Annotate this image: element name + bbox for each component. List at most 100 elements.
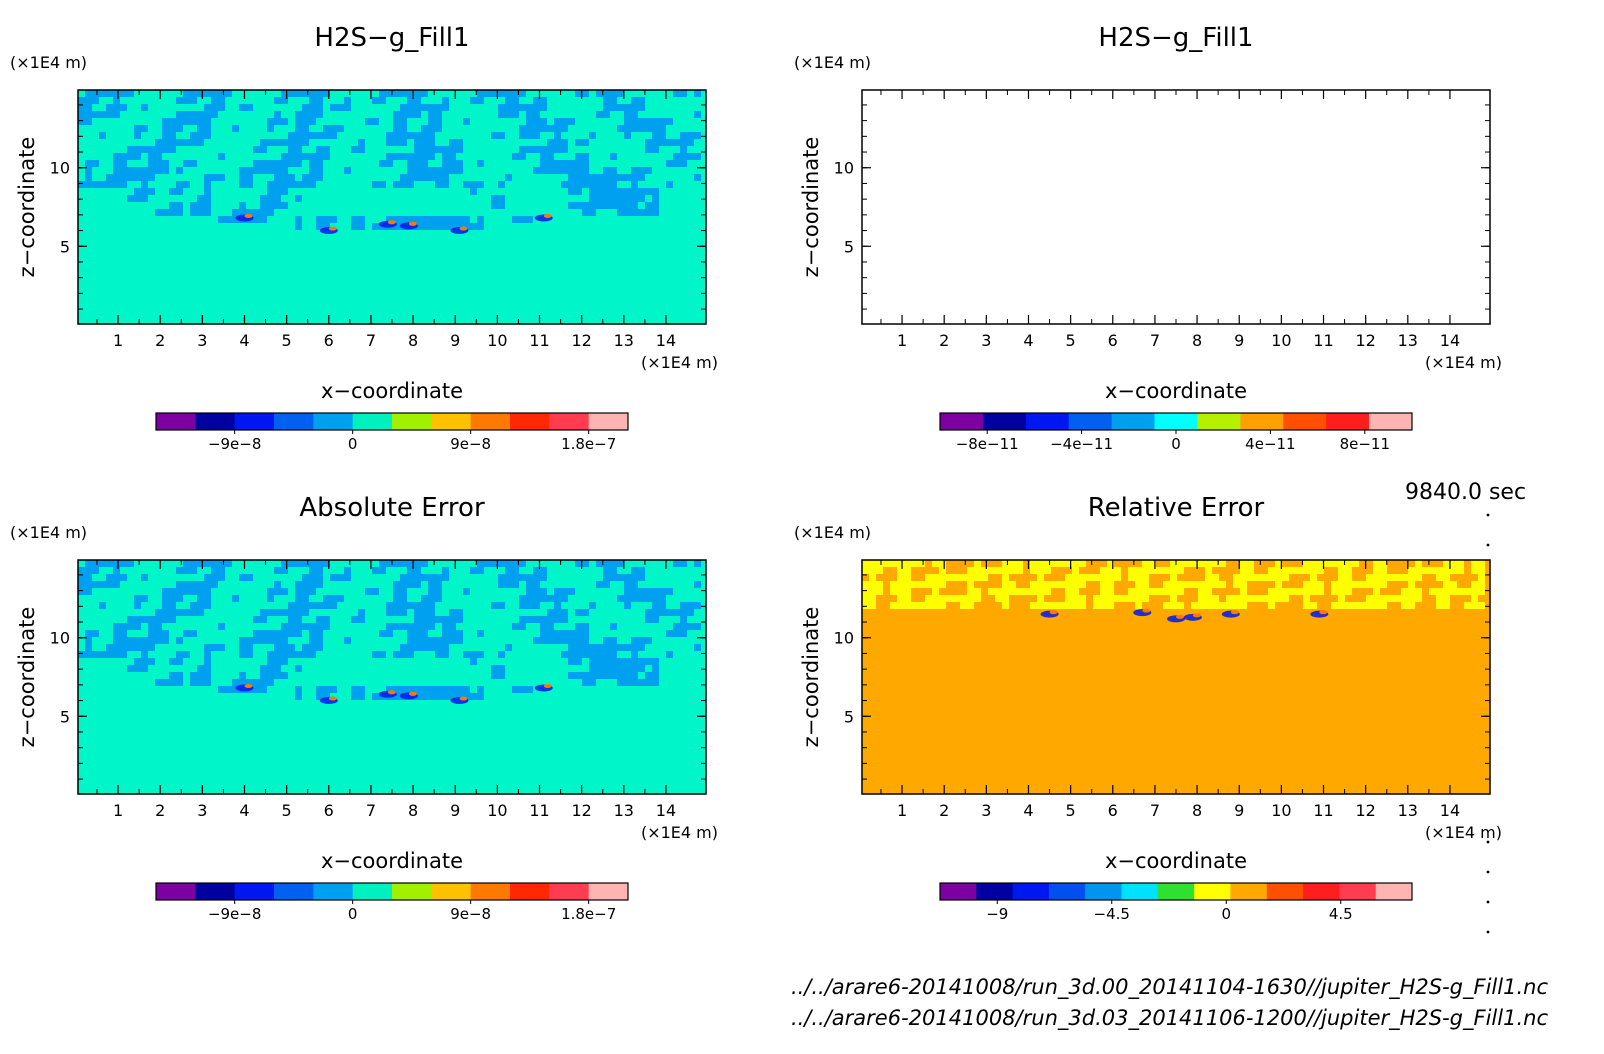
x-tick-label: 12 [571, 331, 591, 350]
heatmap-field [78, 90, 706, 324]
colorbar-swatch [234, 413, 275, 430]
colorbar-tick-label: 0 [1171, 435, 1181, 453]
x-tick-label: 2 [939, 801, 949, 820]
colorbar-swatch [588, 413, 629, 430]
colorbar-tick-label: 8e−11 [1340, 435, 1390, 453]
colorbar-swatch [940, 413, 984, 430]
colorbar-swatch [470, 413, 511, 430]
colorbar: −9e−8 0 9e−8 1.8e−7 [155, 882, 629, 923]
colorbar-swatch [1375, 883, 1413, 900]
colorbar-swatch [352, 883, 393, 900]
colorbar-swatch [1025, 413, 1070, 430]
colorbar-frame [155, 412, 629, 431]
y-tick-label: 10 [50, 159, 70, 178]
chart-title: Relative Error [1088, 493, 1265, 523]
x-tick-label: 9 [450, 801, 460, 820]
x-tick-label: 3 [981, 801, 991, 820]
colorbar-tick-label: 1.8e−7 [561, 435, 616, 453]
x-tick-label: 13 [1398, 331, 1418, 350]
colorbar-swatch [588, 883, 629, 900]
x-tick-label: 8 [408, 331, 418, 350]
colorbar-swatch [392, 413, 432, 430]
x-tick-label: 4 [239, 331, 249, 350]
x-tick-label: 9 [1234, 331, 1244, 350]
x-tick-label: 11 [1313, 801, 1333, 820]
x-tick-label: 10 [487, 331, 507, 350]
colorbar-swatch [510, 883, 550, 900]
x-tick-label: 10 [1271, 801, 1291, 820]
x-tick-label: 1 [113, 331, 123, 350]
chart-panel-3: Absolute Error(×1E4 m)1 2 3 4 5 6 7 8 9 10 11 12 13 1… [10, 493, 718, 923]
colorbar-tick-label: −4e−11 [1050, 435, 1113, 453]
colorbar-swatch [1048, 883, 1086, 900]
x-tick-label: 3 [197, 801, 207, 820]
colorbar-tick-label: −4.5 [1094, 905, 1130, 923]
colorbar-swatch [274, 413, 314, 430]
colorbar-swatch [431, 883, 472, 900]
x-axis-label: x−coordinate [1105, 379, 1247, 403]
x-tick-label: 6 [324, 331, 334, 350]
x-tick-label: 2 [155, 801, 165, 820]
x-tick-label: 6 [1108, 331, 1118, 350]
y-unit-label: (×1E4 m) [794, 523, 871, 542]
chart-panel-4: Relative Error(×1E4 m)1 2 3 4 5 6 7 8 9 10 11 12 13 1… [794, 493, 1502, 923]
x-tick-label: 7 [366, 801, 376, 820]
colorbar-swatch [392, 883, 432, 900]
y-axis-label: z−coordinate [15, 607, 39, 748]
x-tick-label: 7 [1150, 331, 1160, 350]
colorbar-swatch [470, 883, 511, 900]
x-tick-label: 5 [1066, 331, 1076, 350]
x-tick-label: 1 [113, 801, 123, 820]
x-tick-label: 12 [1355, 801, 1375, 820]
x-unit-label: (×1E4 m) [641, 353, 718, 372]
x-unit-label: (×1E4 m) [1425, 823, 1502, 842]
colorbar-tick-label: −8e−11 [956, 435, 1019, 453]
chart-panel-1: H2S−g_Fill1(×1E4 m)1 2 3 4 5 6 7 8 9 10 11 12 13 1451… [10, 23, 718, 453]
colorbar-swatch [1085, 883, 1123, 900]
x-tick-label: 10 [1271, 331, 1291, 350]
y-tick-label: 5 [60, 707, 70, 726]
y-tick-label: 10 [834, 629, 854, 648]
colorbar-swatch [940, 883, 977, 900]
x-tick-label: 9 [450, 331, 460, 350]
x-tick-label: 14 [656, 331, 676, 350]
colorbar-frame [155, 882, 629, 901]
colorbar-swatch [1240, 413, 1284, 430]
x-tick-label: 7 [366, 331, 376, 350]
colorbar-swatch [1197, 413, 1241, 430]
colorbar-swatch [1266, 883, 1304, 900]
heatmap-field [862, 560, 1490, 794]
colorbar-swatch [1283, 413, 1327, 430]
x-tick-label: 8 [1192, 801, 1202, 820]
y-tick-label: 10 [50, 629, 70, 648]
colorbar-tick-label: 1.8e−7 [561, 905, 616, 923]
colorbar-swatch [1339, 883, 1377, 900]
x-tick-label: 12 [571, 801, 591, 820]
colorbar-swatch [195, 413, 236, 430]
colorbar-tick-label: 0 [1221, 905, 1231, 923]
x-tick-label: 5 [282, 331, 292, 350]
colorbar-tick-label: 0 [348, 905, 358, 923]
heatmap-field [78, 560, 706, 794]
colorbar-swatch [549, 413, 590, 430]
colorbar-swatch [1111, 413, 1156, 430]
colorbar-swatch [1369, 413, 1413, 430]
chart-panel-2: H2S−g_Fill1(×1E4 m)1 2 3 4 5 6 7 8 9 10 11 12 13 1451… [794, 23, 1502, 453]
x-tick-label: 10 [487, 801, 507, 820]
colorbar-swatch [352, 413, 393, 430]
x-tick-label: 9 [1234, 801, 1244, 820]
margin-dot [1486, 900, 1490, 904]
x-tick-label: 4 [1023, 331, 1033, 350]
x-tick-label: 3 [981, 331, 991, 350]
heatmap-background [862, 90, 1490, 324]
y-tick-label: 5 [60, 237, 70, 256]
colorbar-frame [939, 882, 1413, 901]
y-unit-label: (×1E4 m) [794, 53, 871, 72]
colorbar: −9 −4.5 0 4.5 [939, 882, 1413, 923]
margin-dot [1486, 930, 1490, 934]
x-tick-label: 12 [1355, 331, 1375, 350]
colorbar-swatch [982, 413, 1027, 430]
colorbar-swatch [1068, 413, 1113, 430]
time-label: 9840.0 sec [1405, 480, 1527, 505]
chart-title: H2S−g_Fill1 [314, 23, 469, 53]
